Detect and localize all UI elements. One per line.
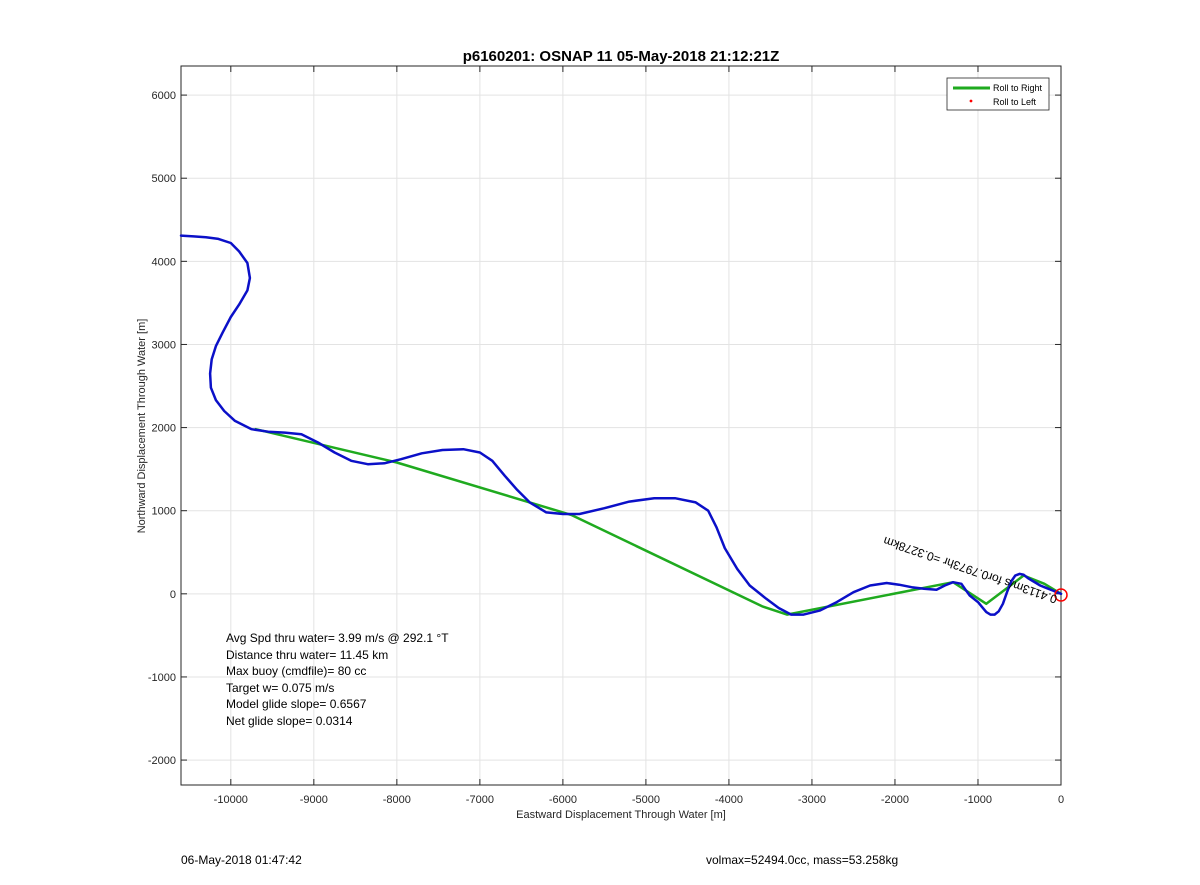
y-tick-label: 3000 <box>152 339 176 351</box>
end-marker-circle <box>1054 588 1068 602</box>
x-tick-label: -3000 <box>798 794 826 806</box>
y-tick-label: 2000 <box>152 423 176 435</box>
x-tick-label: -1000 <box>964 794 992 806</box>
legend: Roll to Right Roll to Left <box>946 77 1050 111</box>
y-tick-label: -1000 <box>148 672 176 684</box>
footer-volmax-mass: volmax=52494.0cc, mass=53.258kg <box>706 853 899 867</box>
green-roll-right-line <box>254 427 1063 616</box>
y-tick-label: 0 <box>170 589 176 601</box>
plot-area-box <box>180 65 1062 786</box>
x-tick-label: -5000 <box>632 794 660 806</box>
y-tick-label: 5000 <box>152 173 176 185</box>
x-tick-label: -2000 <box>881 794 909 806</box>
legend-box <box>946 77 1050 111</box>
stat-distance: Distance thru water= 11.45 km <box>226 648 388 662</box>
stat-max-buoy: Max buoy (cmdfile)= 80 cc <box>226 664 366 678</box>
y-tick-label: -2000 <box>148 755 176 767</box>
x-tick-label: -9000 <box>300 794 328 806</box>
y-axis: -2000 -1000 0 1000 2000 3000 4000 5000 6000 <box>148 90 1061 767</box>
stats-block: Avg Spd thru water= 3.99 m/s @ 292.1 °T … <box>226 631 449 728</box>
x-tick-label: -6000 <box>549 794 577 806</box>
legend-label-roll-right: Roll to Right <box>993 83 1043 93</box>
stat-avg-speed: Avg Spd thru water= 3.99 m/s @ 292.1 °T <box>226 631 449 645</box>
x-axis: -10000 -9000 -8000 -7000 -6000 -5000 -4000 -300… <box>214 66 1064 806</box>
x-tick-label: 0 <box>1058 794 1064 806</box>
x-tick-label: -7000 <box>466 794 494 806</box>
stat-net-glide-slope: Net glide slope= 0.0314 <box>226 714 353 728</box>
x-axis-label: Eastward Displacement Through Water [m] <box>516 809 726 821</box>
x-tick-label: -8000 <box>383 794 411 806</box>
stat-target-w: Target w= 0.075 m/s <box>226 681 334 695</box>
y-tick-label: 4000 <box>152 256 176 268</box>
legend-label-roll-left: Roll to Left <box>993 97 1037 107</box>
x-tick-label: -10000 <box>214 794 248 806</box>
y-tick-label: 1000 <box>152 506 176 518</box>
x-tick-label: -4000 <box>715 794 743 806</box>
chart-title: p6160201: OSNAP 11 05-May-2018 21:12:21Z <box>463 48 780 65</box>
y-tick-label: 6000 <box>152 90 176 102</box>
stat-model-glide-slope: Model glide slope= 0.6567 <box>226 697 367 711</box>
blue-track-line <box>179 234 1063 616</box>
footer-timestamp: 06-May-2018 01:47:42 <box>181 853 302 867</box>
legend-swatch-roll-left <box>969 99 973 103</box>
series-layer <box>179 234 1063 616</box>
y-axis-label: Northward Displacement Through Water [m] <box>136 319 148 534</box>
